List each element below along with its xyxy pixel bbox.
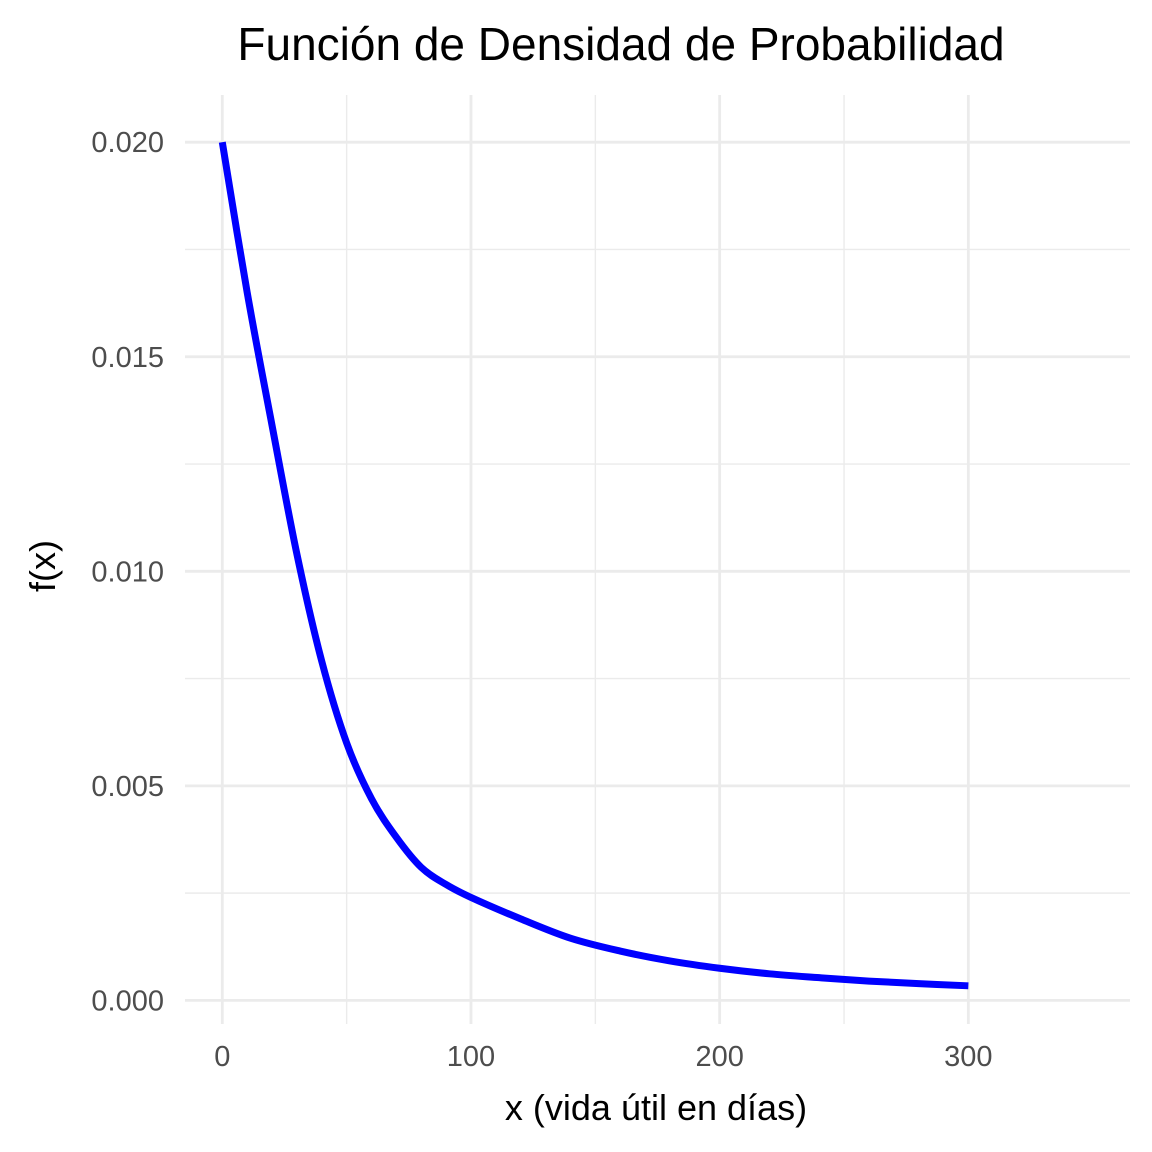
major-gridlines (185, 95, 1130, 1024)
x-axis-title: x (vida útil en días) (505, 1087, 807, 1128)
y-tick-label: 0.010 (91, 556, 164, 588)
minor-gridlines (185, 95, 1130, 1024)
y-axis-title: f(x) (22, 540, 63, 592)
series-layer (218, 141, 969, 990)
y-tick-label: 0.000 (91, 985, 164, 1017)
y-tick-label: 0.020 (91, 127, 164, 159)
density-curve-line (218, 141, 969, 990)
y-tick-label: 0.005 (91, 771, 164, 803)
y-tick-label: 0.015 (91, 342, 164, 374)
x-tick-label: 0 (214, 1041, 230, 1073)
x-tick-label: 300 (944, 1041, 992, 1073)
x-tick-labels: 0 100 200 300 (214, 1041, 992, 1073)
x-tick-label: 100 (447, 1041, 495, 1073)
chart-title: Función de Densidad de Probabilidad (237, 18, 1004, 70)
y-tick-labels: 0.000 0.005 0.010 0.015 0.020 (91, 127, 164, 1017)
x-tick-label: 200 (695, 1041, 743, 1073)
